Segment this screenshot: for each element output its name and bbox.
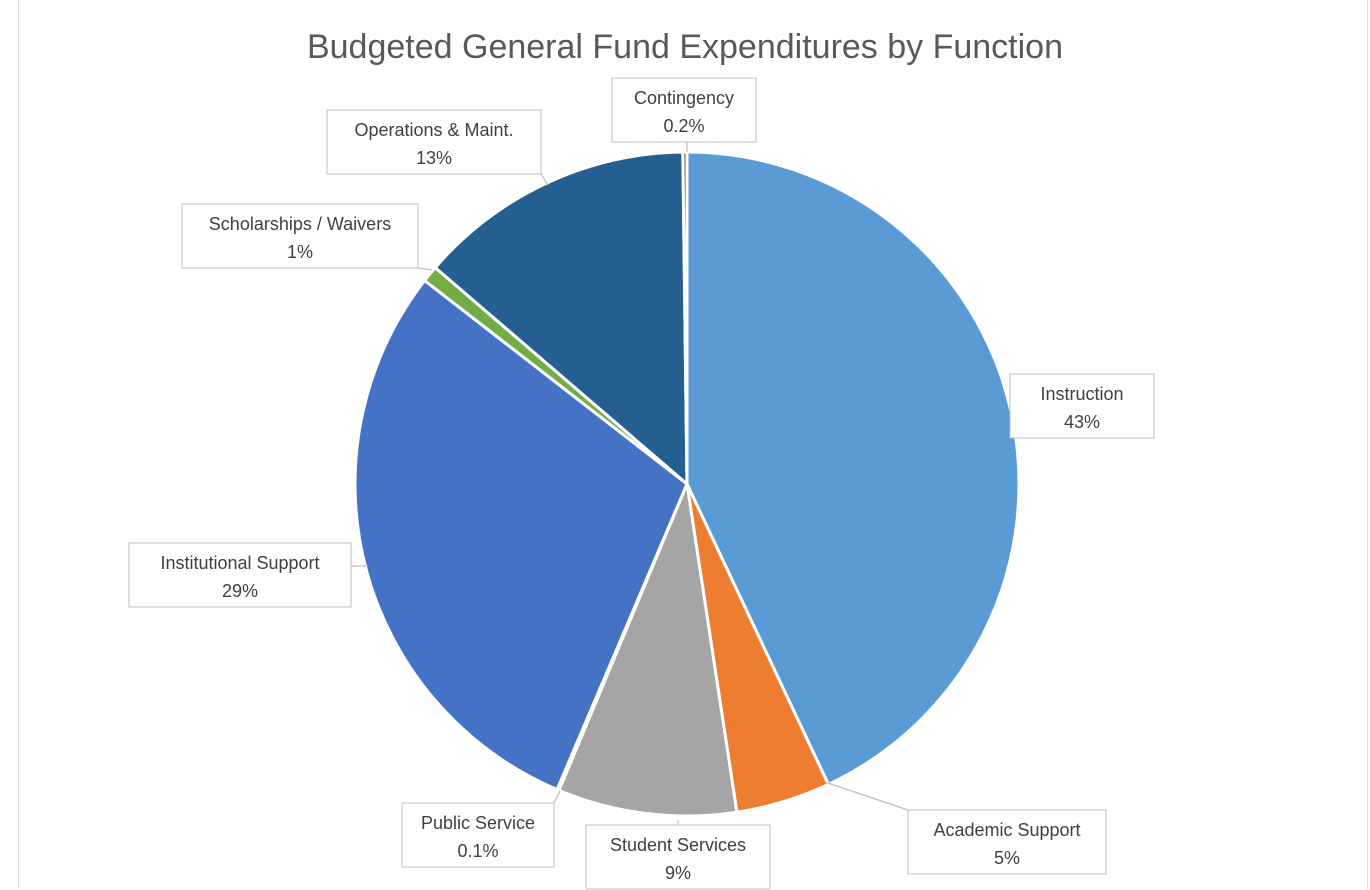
data-labels: Instruction 43% Academic Support 5% Student … [128, 77, 1155, 890]
data-label-institutional-support: Institutional Support 29% [128, 542, 368, 608]
label-box [401, 802, 555, 868]
data-label-operations-maint: Operations & Maint. 13% [326, 109, 549, 186]
label-box [907, 809, 1107, 875]
label-percent: 1% [287, 242, 313, 262]
label-category: Public Service [421, 813, 535, 833]
label-category: Instruction [1040, 384, 1123, 404]
label-percent: 29% [222, 581, 258, 601]
label-category: Operations & Maint. [354, 120, 513, 140]
pie-slice-student-services [557, 478, 739, 818]
data-label-contingency: Contingency 0.2% [611, 77, 757, 152]
chart-area [18, 0, 1368, 889]
leader-line [553, 790, 561, 804]
label-percent: 9% [665, 863, 691, 883]
data-label-instruction: Instruction 43% [1009, 373, 1155, 439]
leader-line [540, 173, 549, 186]
label-category: Scholarships / Waivers [209, 214, 391, 234]
label-box [585, 824, 771, 890]
leader-line [417, 267, 433, 271]
data-label-student-services: Student Services 9% [585, 820, 771, 890]
pie-slice-institutional-support [353, 278, 689, 792]
label-category: Student Services [610, 835, 746, 855]
data-label-academic-support: Academic Support 5% [824, 781, 1107, 875]
data-label-public-service: Public Service 0.1% [401, 790, 561, 868]
label-category: Institutional Support [160, 553, 319, 573]
label-box [128, 542, 352, 608]
label-box [181, 203, 419, 269]
label-percent: 5% [994, 848, 1020, 868]
label-category: Contingency [634, 88, 734, 108]
label-box [611, 77, 757, 143]
data-label-scholarships-waivers: Scholarships / Waivers 1% [181, 203, 433, 271]
pie-slices [353, 150, 1021, 818]
label-category: Academic Support [933, 820, 1080, 840]
label-percent: 13% [416, 148, 452, 168]
label-box [326, 109, 542, 175]
label-percent: 0.2% [663, 116, 704, 136]
chart-title: Budgeted General Fund Expenditures by Fu… [306, 28, 1064, 66]
label-percent: 43% [1064, 412, 1100, 432]
leader-line [824, 781, 909, 811]
label-percent: 0.1% [457, 841, 498, 861]
label-box [1009, 373, 1155, 439]
